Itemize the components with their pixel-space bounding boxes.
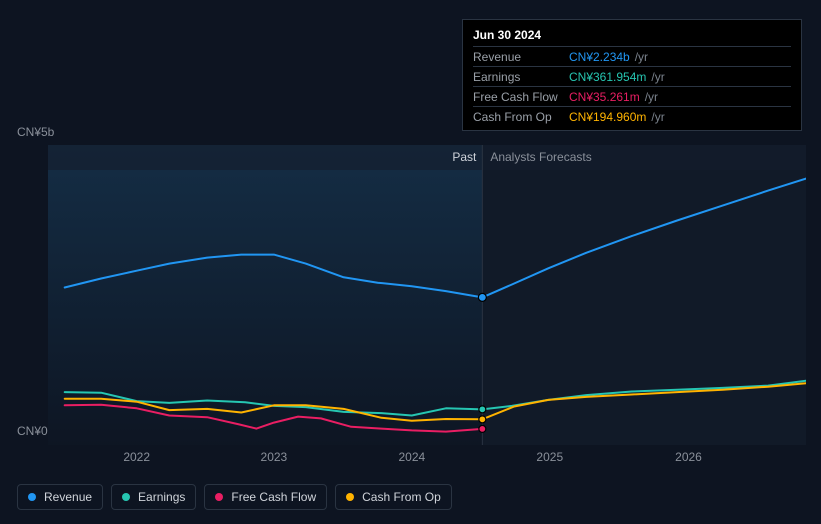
- legend-item[interactable]: Revenue: [17, 484, 103, 510]
- tooltip-date: Jun 30 2024: [473, 28, 791, 42]
- legend-dot-icon: [346, 493, 354, 501]
- tooltip-row-value: CN¥361.954m: [569, 70, 646, 84]
- tooltip-row-value: CN¥35.261m: [569, 90, 640, 104]
- section-label-forecast: Analysts Forecasts: [490, 150, 591, 164]
- x-axis-tick: 2022: [123, 450, 150, 464]
- chart-tooltip: Jun 30 2024 RevenueCN¥2.234b/yrEarningsC…: [462, 19, 802, 131]
- highlight-marker: [479, 425, 486, 432]
- tooltip-row-unit: /yr: [645, 90, 658, 104]
- highlight-marker: [478, 293, 486, 301]
- chart-container: CN¥0 CN¥5b 2022 2023 2024 2025 2026 Past Analy…: [0, 0, 821, 524]
- legend-label: Cash From Op: [362, 490, 441, 504]
- legend-item[interactable]: Cash From Op: [335, 484, 452, 510]
- legend-dot-icon: [28, 493, 36, 501]
- tooltip-row-label: Free Cash Flow: [473, 90, 569, 104]
- y-axis-tick: CN¥0: [17, 424, 48, 438]
- tooltip-row: Free Cash FlowCN¥35.261m/yr: [473, 86, 791, 106]
- tooltip-row-value: CN¥2.234b: [569, 50, 630, 64]
- legend-dot-icon: [215, 493, 223, 501]
- tooltip-row: Cash From OpCN¥194.960m/yr: [473, 106, 791, 126]
- legend-label: Revenue: [44, 490, 92, 504]
- legend-label: Earnings: [138, 490, 185, 504]
- tooltip-row-unit: /yr: [651, 110, 664, 124]
- legend-label: Free Cash Flow: [231, 490, 316, 504]
- x-axis-tick: 2026: [675, 450, 702, 464]
- tooltip-row-label: Revenue: [473, 50, 569, 64]
- tooltip-row: EarningsCN¥361.954m/yr: [473, 66, 791, 86]
- tooltip-row-value: CN¥194.960m: [569, 110, 646, 124]
- legend-item[interactable]: Earnings: [111, 484, 196, 510]
- chart-legend: Revenue Earnings Free Cash Flow Cash From O…: [17, 484, 452, 510]
- tooltip-row-label: Earnings: [473, 70, 569, 84]
- section-label-past: Past: [452, 150, 476, 164]
- highlight-marker: [479, 416, 486, 423]
- tooltip-row-label: Cash From Op: [473, 110, 569, 124]
- x-axis-tick: 2023: [261, 450, 288, 464]
- highlight-marker: [479, 406, 486, 413]
- legend-item[interactable]: Free Cash Flow: [204, 484, 327, 510]
- legend-dot-icon: [122, 493, 130, 501]
- tooltip-row: RevenueCN¥2.234b/yr: [473, 46, 791, 66]
- tooltip-row-unit: /yr: [651, 70, 664, 84]
- tooltip-row-unit: /yr: [635, 50, 648, 64]
- x-axis-tick: 2024: [398, 450, 425, 464]
- x-axis-tick: 2025: [536, 450, 563, 464]
- y-axis-tick: CN¥5b: [17, 125, 54, 139]
